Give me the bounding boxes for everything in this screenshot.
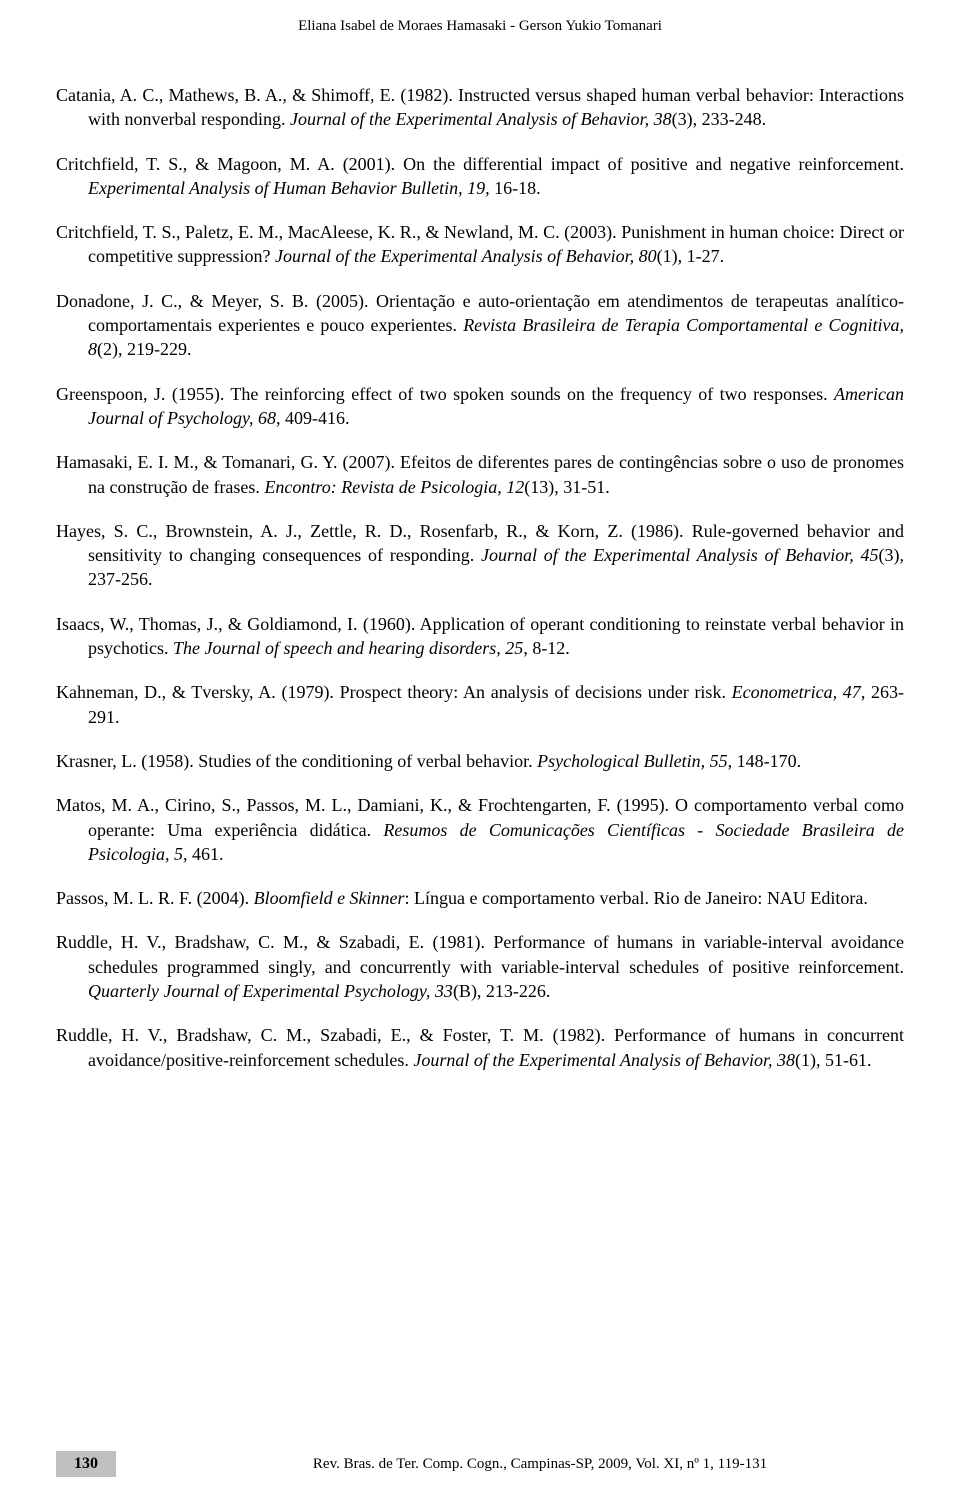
reference-suffix: , 409-416. [276, 408, 350, 428]
reference-source: Bloomfield e Skinner [254, 888, 405, 908]
reference-text: Kahneman, D., & Tversky, A. (1979). Pros… [56, 682, 732, 702]
reference-suffix: (1), 51-61. [795, 1050, 871, 1070]
references-list: Catania, A. C., Mathews, B. A., & Shimof… [56, 83, 904, 1072]
reference-text: Critchfield, T. S., & Magoon, M. A. (200… [56, 154, 904, 174]
reference-text: Krasner, L. (1958). Studies of the condi… [56, 751, 537, 771]
reference-source: Quarterly Journal of Experimental Psycho… [88, 981, 453, 1001]
page-number: 130 [56, 1451, 116, 1477]
header-authors: Eliana Isabel de Moraes Hamasaki - Gerso… [56, 18, 904, 35]
reference-item: Greenspoon, J. (1955). The reinforcing e… [56, 382, 904, 431]
reference-item: Donadone, J. C., & Meyer, S. B. (2005). … [56, 289, 904, 362]
reference-source: Journal of the Experimental Analysis of … [275, 246, 657, 266]
reference-item: Critchfield, T. S., & Magoon, M. A. (200… [56, 152, 904, 201]
reference-item: Catania, A. C., Mathews, B. A., & Shimof… [56, 83, 904, 132]
reference-source: Experimental Analysis of Human Behavior … [88, 178, 490, 198]
reference-suffix: (2), 219-229. [97, 339, 191, 359]
reference-suffix: , 148-170. [728, 751, 802, 771]
page-footer: 130 Rev. Bras. de Ter. Comp. Cogn., Camp… [0, 1451, 960, 1477]
reference-item: Passos, M. L. R. F. (2004). Bloomfield e… [56, 886, 904, 910]
reference-source: Journal of the Experimental Analysis of … [290, 109, 672, 129]
reference-item: Ruddle, H. V., Bradshaw, C. M., Szabadi,… [56, 1023, 904, 1072]
reference-item: Hayes, S. C., Brownstein, A. J., Zettle,… [56, 519, 904, 592]
reference-suffix: , 461. [183, 844, 224, 864]
reference-suffix: , 8-12. [523, 638, 570, 658]
reference-source: Econometrica, 47 [732, 682, 861, 702]
reference-source: Journal of the Experimental Analysis of … [413, 1050, 795, 1070]
reference-source: Encontro: Revista de Psicologia, 12 [264, 477, 524, 497]
reference-source: Journal of the Experimental Analysis of … [481, 545, 878, 565]
reference-source: Psychological Bulletin, 55 [537, 751, 727, 771]
reference-item: Krasner, L. (1958). Studies of the condi… [56, 749, 904, 773]
reference-text: Ruddle, H. V., Bradshaw, C. M., & Szabad… [56, 932, 904, 976]
reference-suffix: (1), 1-27. [657, 246, 724, 266]
reference-suffix: : Língua e comportamento verbal. Rio de … [405, 888, 868, 908]
reference-item: Ruddle, H. V., Bradshaw, C. M., & Szabad… [56, 930, 904, 1003]
reference-suffix: (B), 213-226. [453, 981, 551, 1001]
reference-text: Passos, M. L. R. F. (2004). [56, 888, 254, 908]
reference-suffix: (3), 233-248. [672, 109, 766, 129]
reference-suffix: (13), 31-51. [524, 477, 609, 497]
reference-item: Matos, M. A., Cirino, S., Passos, M. L.,… [56, 793, 904, 866]
reference-item: Critchfield, T. S., Paletz, E. M., MacAl… [56, 220, 904, 269]
footer-citation: Rev. Bras. de Ter. Comp. Cogn., Campinas… [176, 1456, 904, 1473]
reference-item: Kahneman, D., & Tversky, A. (1979). Pros… [56, 680, 904, 729]
reference-source: The Journal of speech and hearing disord… [173, 638, 523, 658]
reference-item: Isaacs, W., Thomas, J., & Goldiamond, I.… [56, 612, 904, 661]
reference-suffix: 16-18. [490, 178, 541, 198]
reference-text: Greenspoon, J. (1955). The reinforcing e… [56, 384, 834, 404]
reference-item: Hamasaki, E. I. M., & Tomanari, G. Y. (2… [56, 450, 904, 499]
